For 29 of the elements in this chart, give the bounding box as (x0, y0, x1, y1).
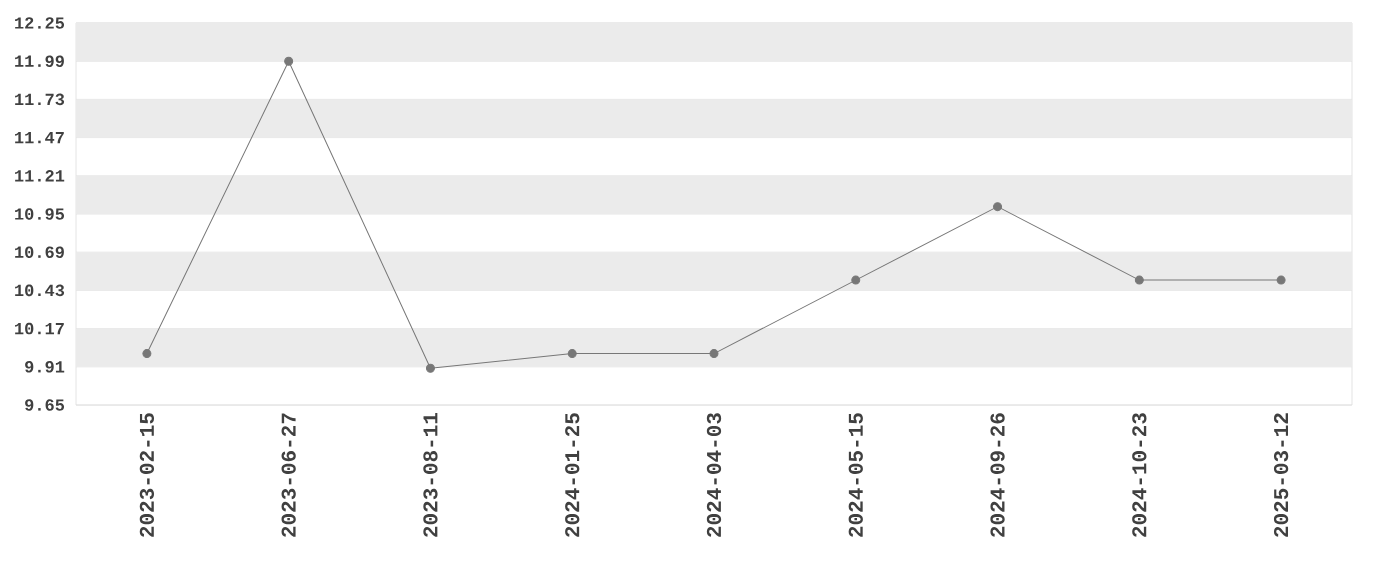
x-tick-label: 2023-06-27 (281, 413, 296, 537)
y-tick-label: 12.25 (15, 17, 65, 29)
y-tick-label: 11.73 (15, 93, 65, 106)
x-tick-label: 2024-01-25 (565, 413, 580, 537)
point (709, 349, 719, 359)
x-tick-label: 2024-09-26 (990, 413, 1005, 537)
point (1276, 275, 1286, 285)
y-tick-label: 10.69 (15, 246, 64, 258)
x-tick-label: 2024-10-23 (1132, 413, 1147, 537)
x-tick-label: 2025-03-12 (1273, 413, 1289, 537)
y-tick-label: 11.99 (15, 55, 64, 67)
y-tick-label: 9.91 (25, 361, 65, 373)
point (567, 349, 577, 359)
x-tick-label: 2024-04-03 (706, 413, 722, 537)
point (1134, 275, 1144, 285)
x-tick-label: 2024-05-15 (848, 413, 863, 537)
point (284, 56, 294, 66)
point (993, 202, 1003, 212)
point (425, 363, 435, 373)
y-tick-label: 9.65 (25, 399, 65, 411)
point (851, 275, 861, 285)
y-tick-label: 10.95 (15, 208, 65, 220)
y-tick-label: 10.17 (15, 322, 64, 335)
y-tick-label: 11.47 (15, 132, 64, 144)
y-tick-label: 11.21 (15, 170, 65, 182)
point (142, 349, 152, 359)
x-tick-label: 2023-02-15 (139, 413, 155, 537)
x-tick-label: 2023-08-11 (423, 412, 438, 537)
y-tick-label: 10.43 (15, 284, 65, 297)
